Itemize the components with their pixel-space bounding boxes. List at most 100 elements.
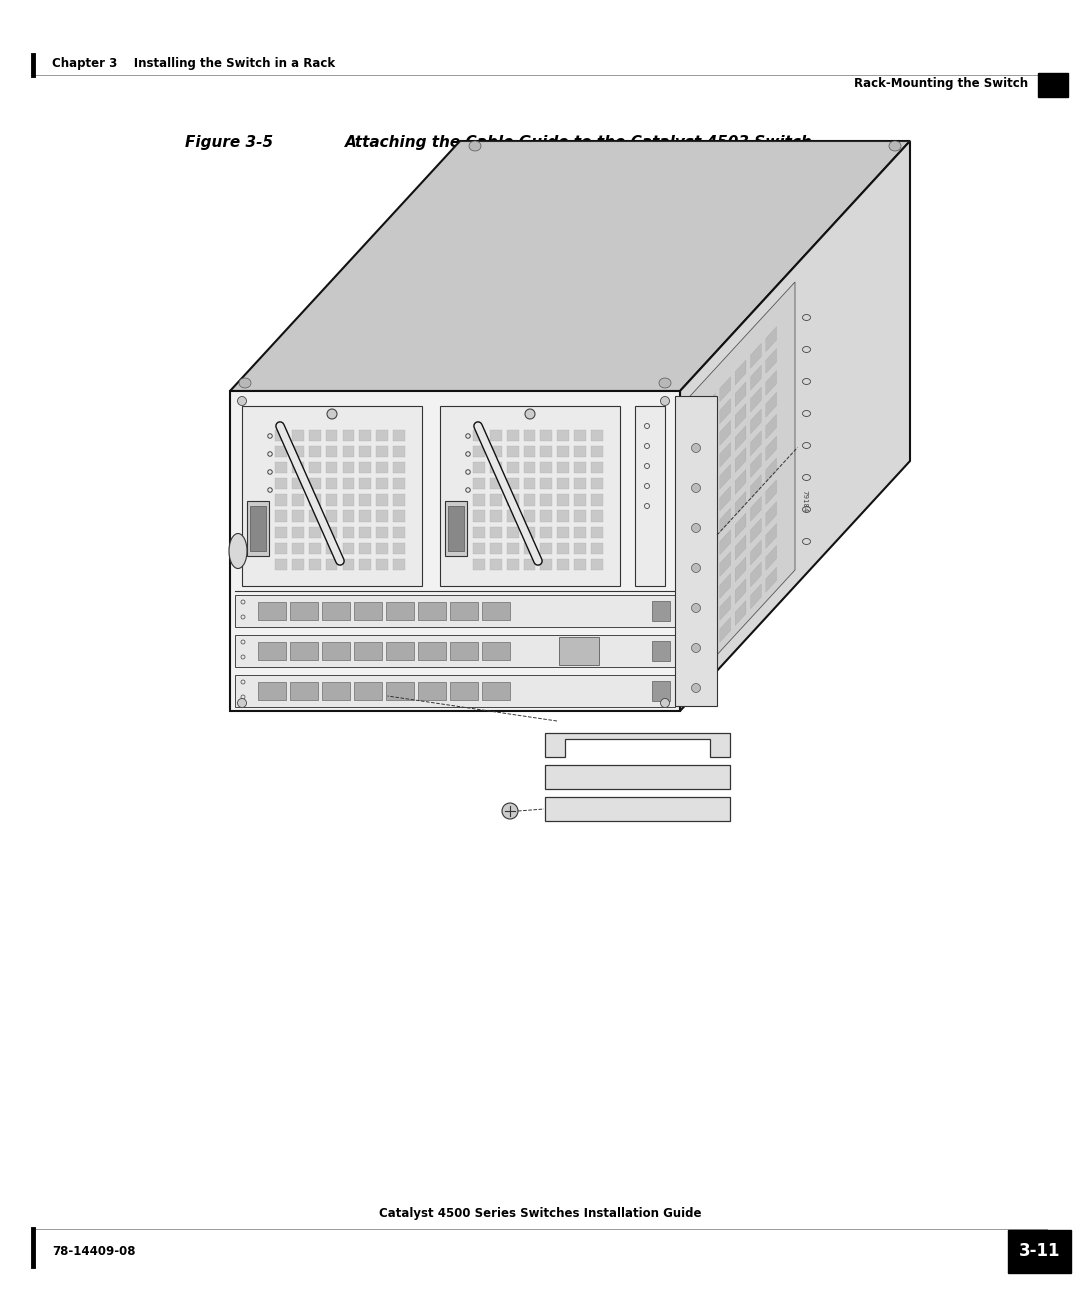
Bar	[342, 430, 354, 440]
Bar	[326, 494, 337, 506]
Bar	[235, 635, 675, 667]
Bar	[309, 461, 321, 473]
Bar	[524, 446, 536, 458]
Bar	[291, 682, 318, 700]
Bar	[473, 527, 485, 538]
Bar	[292, 430, 303, 440]
Bar	[557, 461, 569, 473]
Bar	[490, 543, 502, 553]
Bar	[292, 510, 303, 522]
Polygon shape	[545, 733, 730, 756]
Ellipse shape	[659, 378, 671, 388]
Bar	[292, 461, 303, 473]
Bar	[507, 558, 518, 570]
Polygon shape	[704, 393, 715, 418]
Bar	[507, 510, 518, 522]
Bar	[652, 600, 670, 621]
Bar	[575, 446, 586, 458]
Polygon shape	[704, 635, 715, 658]
Polygon shape	[735, 557, 746, 582]
Polygon shape	[766, 437, 777, 461]
Bar	[507, 446, 518, 458]
Polygon shape	[735, 426, 746, 451]
Bar	[545, 766, 730, 789]
Polygon shape	[720, 376, 730, 401]
Bar	[507, 543, 518, 553]
Ellipse shape	[238, 699, 246, 708]
Bar	[376, 510, 388, 522]
Polygon shape	[766, 371, 777, 396]
Bar	[360, 430, 372, 440]
Polygon shape	[751, 387, 761, 412]
Bar	[309, 527, 321, 538]
Polygon shape	[230, 142, 910, 391]
Bar	[418, 682, 446, 700]
Polygon shape	[720, 442, 730, 467]
Bar	[309, 430, 321, 440]
Ellipse shape	[469, 142, 481, 151]
Bar	[540, 461, 552, 473]
Ellipse shape	[691, 603, 701, 612]
Bar	[291, 642, 318, 659]
Polygon shape	[766, 545, 777, 570]
Bar	[418, 602, 446, 620]
Bar	[275, 510, 287, 522]
Bar	[326, 558, 337, 570]
Bar	[376, 446, 388, 458]
Ellipse shape	[661, 699, 670, 708]
Bar	[490, 527, 502, 538]
Polygon shape	[704, 481, 715, 506]
Bar	[342, 494, 354, 506]
Bar	[507, 479, 518, 489]
Polygon shape	[766, 414, 777, 439]
Bar	[557, 479, 569, 489]
Bar	[507, 430, 518, 440]
Polygon shape	[704, 459, 715, 484]
Polygon shape	[704, 502, 715, 527]
Polygon shape	[735, 535, 746, 560]
Polygon shape	[751, 431, 761, 456]
Bar	[326, 527, 337, 538]
Text: Attaching the Cable Guide to the Catalyst 4503 Switch: Attaching the Cable Guide to the Catalys…	[345, 135, 813, 149]
Bar	[473, 446, 485, 458]
Bar	[342, 461, 354, 473]
Bar	[418, 642, 446, 659]
Ellipse shape	[889, 142, 901, 151]
Ellipse shape	[239, 378, 251, 388]
Bar	[242, 406, 422, 586]
Bar	[540, 510, 552, 522]
Polygon shape	[735, 578, 746, 603]
Bar	[540, 479, 552, 489]
Polygon shape	[720, 595, 730, 620]
Bar	[524, 558, 536, 570]
Polygon shape	[735, 404, 746, 429]
Bar	[322, 682, 350, 700]
Text: 3-11: 3-11	[1018, 1243, 1061, 1260]
Bar	[591, 527, 603, 538]
Polygon shape	[720, 530, 730, 555]
Polygon shape	[689, 476, 700, 501]
Bar	[540, 543, 552, 553]
Text: Figure 3-5: Figure 3-5	[185, 135, 273, 149]
Bar	[386, 642, 414, 659]
Bar	[490, 446, 502, 458]
Bar	[275, 558, 287, 570]
Bar	[473, 430, 485, 440]
Bar	[557, 527, 569, 538]
Bar	[376, 430, 388, 440]
Bar	[450, 642, 478, 659]
Bar	[360, 494, 372, 506]
Bar	[524, 527, 536, 538]
Bar	[482, 682, 510, 700]
Polygon shape	[689, 564, 700, 587]
Polygon shape	[704, 569, 715, 593]
Bar	[490, 479, 502, 489]
Bar	[490, 558, 502, 570]
Bar	[342, 543, 354, 553]
Bar	[354, 682, 382, 700]
Bar	[575, 527, 586, 538]
Bar	[575, 430, 586, 440]
Polygon shape	[751, 343, 761, 368]
Bar	[393, 558, 405, 570]
Bar	[393, 446, 405, 458]
